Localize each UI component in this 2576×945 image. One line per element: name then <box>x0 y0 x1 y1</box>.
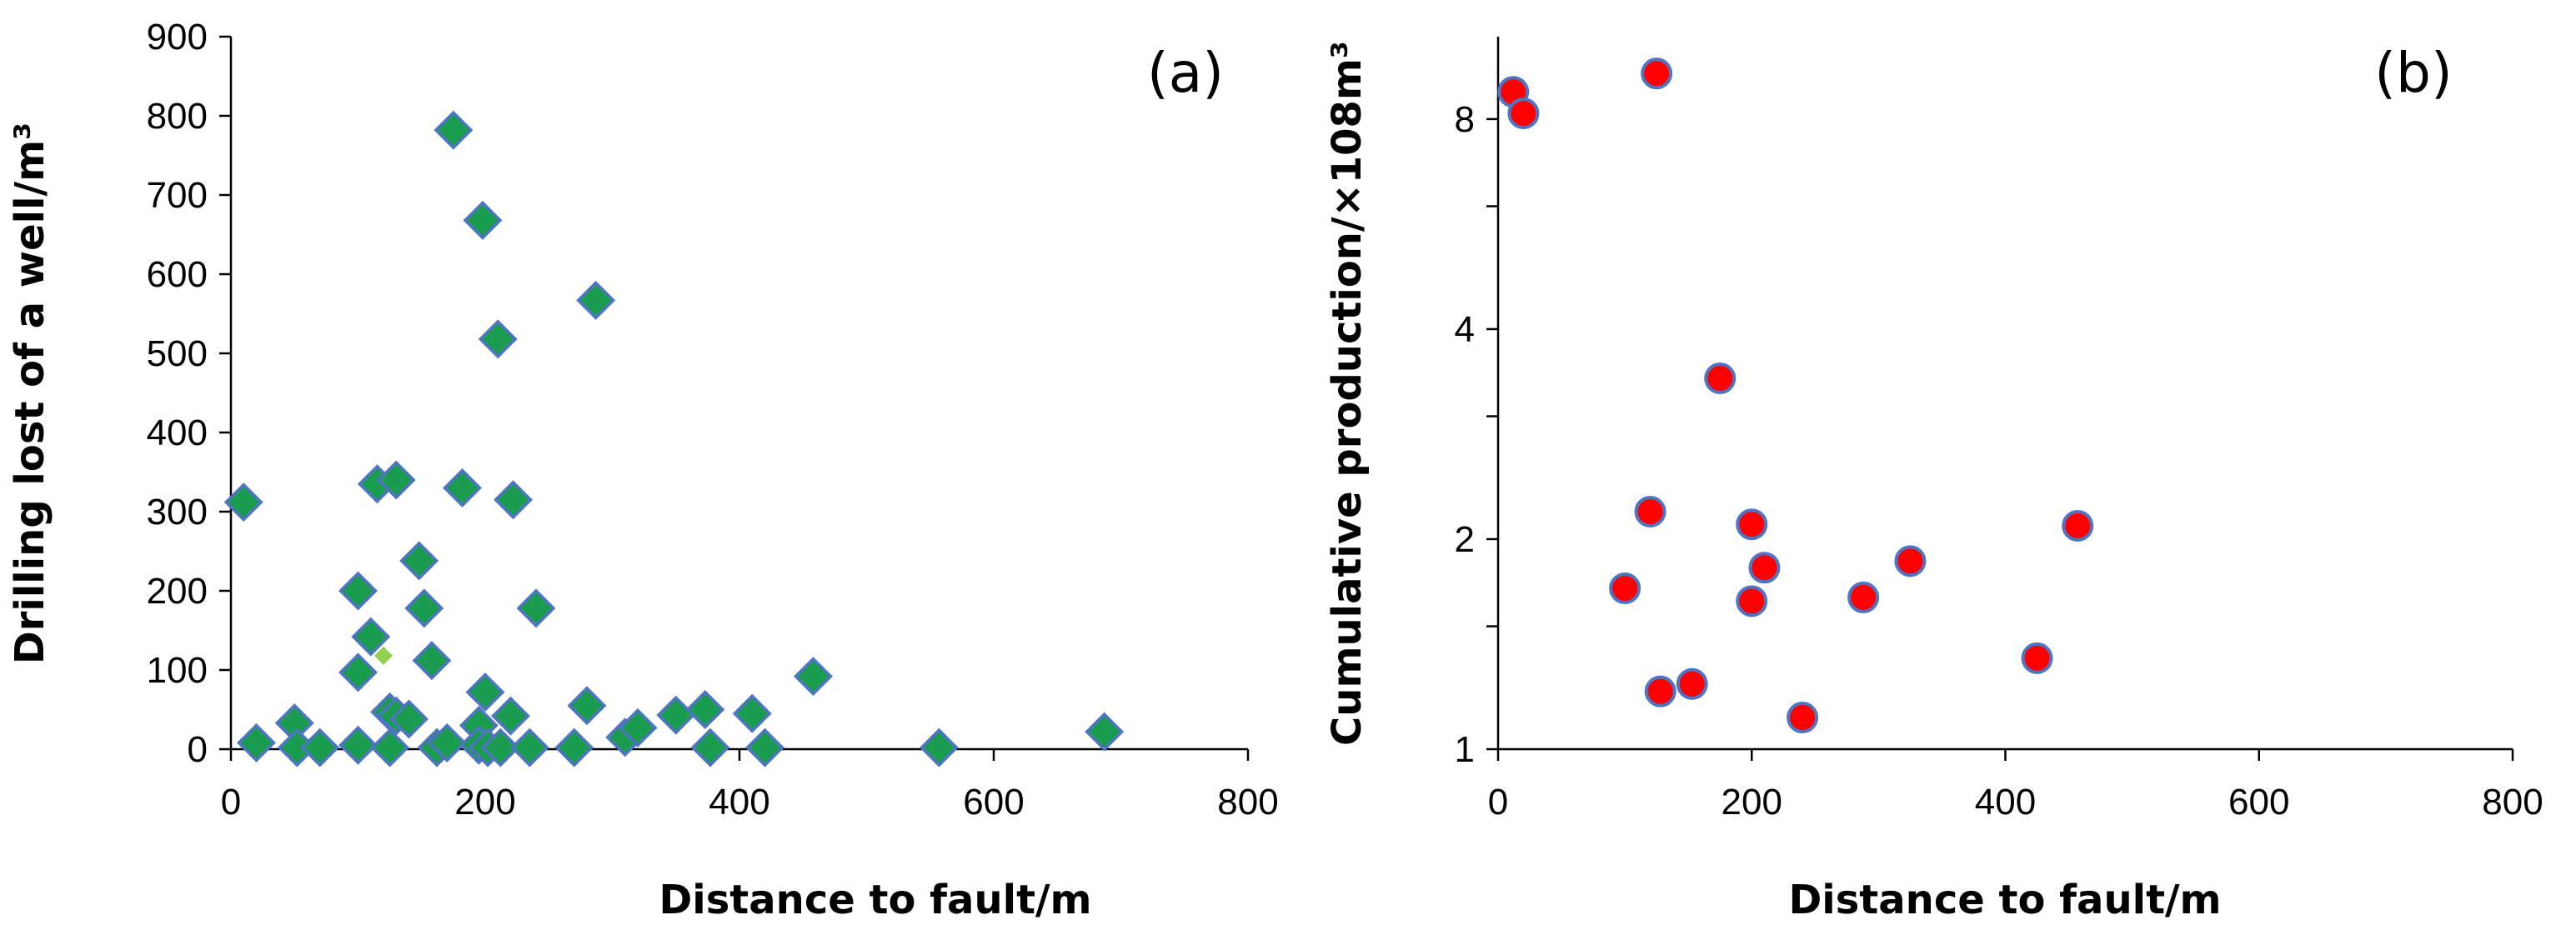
data-point-diamond <box>427 722 467 762</box>
data-point-diamond <box>491 696 530 736</box>
data-point-circle <box>1894 545 1927 578</box>
y-axis-title: Cumulative production/×108m³ <box>1324 41 1371 746</box>
x-tick-label: 600 <box>2228 782 2289 822</box>
data-point-diamond <box>338 571 378 611</box>
data-point-diamond <box>370 728 410 768</box>
x-tick-label: 0 <box>221 782 241 822</box>
data-point-diamond <box>223 482 263 522</box>
panel-b-cumulative-production-chart: 1 2 4 8 0 200 400 600 800 Distance to fault/m Cumu… <box>1324 37 2543 923</box>
y-tick-label: 400 <box>147 412 208 453</box>
y-tick-label: 8 <box>1455 99 1475 140</box>
data-point-diamond <box>351 617 391 657</box>
panel-label: (b) <box>2374 41 2452 105</box>
data-point-diamond <box>516 588 556 628</box>
x-axis-title: Distance to fault/m <box>1788 877 2221 923</box>
data-point-diamond <box>237 722 276 762</box>
data-point-diamond <box>685 690 725 729</box>
y-tick-label: 2 <box>1455 519 1475 560</box>
data-point-circle <box>1704 362 1737 395</box>
data-point-diamond <box>443 468 483 508</box>
panel-a-drilling-loss-chart: 0 100 200 300 400 500 600 700 800 900 0 200 400 600 80… <box>7 17 1279 923</box>
x-tick-label: 400 <box>1975 782 2036 822</box>
x-tick-label: 200 <box>454 782 515 822</box>
data-point-circle <box>1676 668 1708 700</box>
data-point-diamond <box>374 646 393 665</box>
data-point-diamond <box>399 541 439 581</box>
data-point-diamond <box>338 652 378 692</box>
x-tick-label: 200 <box>1722 782 1782 822</box>
data-point-diamond <box>509 728 549 768</box>
y-tick-label: 500 <box>147 333 208 374</box>
x-tick-label: 0 <box>1488 782 1508 822</box>
y-tick-label: 800 <box>147 96 208 137</box>
data-point-diamond <box>338 725 378 765</box>
data-point-circle <box>1609 572 1641 605</box>
y-tick-label: 4 <box>1455 309 1475 350</box>
y-tick-label: 1 <box>1455 729 1475 770</box>
data-point-diamond <box>463 200 503 240</box>
y-tick-label: 900 <box>147 17 208 58</box>
data-point-diamond <box>478 319 518 359</box>
data-point-diamond <box>793 657 833 697</box>
y-tick-label: 0 <box>188 729 208 770</box>
data-point-diamond <box>376 460 416 500</box>
data-point-diamond <box>618 708 658 748</box>
data-point-diamond <box>567 686 607 726</box>
data-point-diamond <box>1085 712 1125 752</box>
data-point-circle <box>2021 642 2053 674</box>
data-point-circle <box>1507 98 1540 130</box>
data-point-diamond <box>919 728 959 768</box>
data-point-circle <box>1641 58 1673 90</box>
y-tick-label: 300 <box>147 492 208 532</box>
data-point-diamond <box>434 110 474 150</box>
y-tick-label: 100 <box>147 650 208 691</box>
data-point-circle <box>1736 585 1768 618</box>
y-tick-label: 700 <box>147 175 208 216</box>
data-point-circle <box>1634 495 1666 528</box>
x-tick-label: 400 <box>709 782 769 822</box>
data-point-circle <box>1736 508 1768 541</box>
x-axis-title: Distance to fault/m <box>659 877 1091 923</box>
data-point-diamond <box>494 480 534 520</box>
data-point-diamond <box>480 728 520 768</box>
data-point-diamond <box>554 728 594 768</box>
data-point-diamond <box>745 728 784 768</box>
data-point-diamond <box>732 693 772 733</box>
data-point-diamond <box>389 699 428 739</box>
data-point-diamond <box>300 728 340 768</box>
data-point-circle <box>1787 702 1819 734</box>
x-tick-label: 600 <box>963 782 1024 822</box>
x-tick-label: 800 <box>1217 782 1278 822</box>
y-axis-title: Drilling lost of a well/m³ <box>7 122 53 664</box>
data-point-circle <box>1748 552 1781 584</box>
data-point-diamond <box>404 588 444 628</box>
data-point-diamond <box>465 672 505 712</box>
y-tick-label: 600 <box>147 254 208 295</box>
data-point-circle <box>1847 581 1880 613</box>
x-tick-label: 800 <box>2482 782 2543 822</box>
data-point-diamond <box>412 641 452 681</box>
data-point-circle <box>2062 509 2094 542</box>
data-point-diamond <box>656 695 696 735</box>
data-point-diamond <box>576 280 616 320</box>
panel-label: (a) <box>1147 41 1224 105</box>
data-point-diamond <box>690 728 730 768</box>
y-tick-label: 200 <box>147 571 208 612</box>
data-point-circle <box>1644 675 1676 708</box>
